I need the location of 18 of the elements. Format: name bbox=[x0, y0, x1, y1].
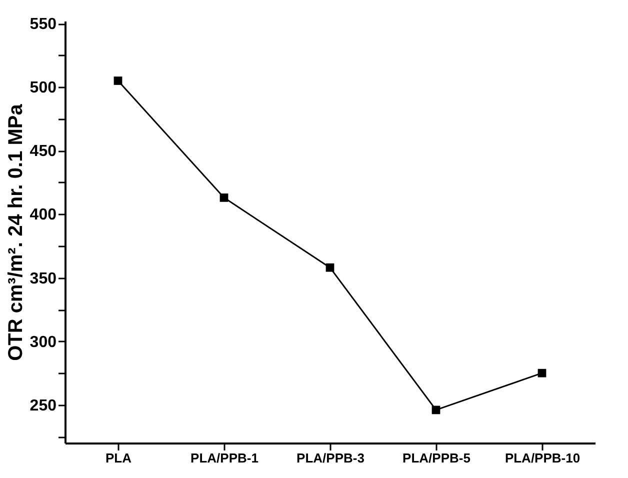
x-tick-label: PLA bbox=[106, 450, 132, 466]
x-tick-label: PLA/PPB-10 bbox=[504, 450, 580, 466]
y-axis-title: OTR cm³/m². 24 hr. 0.1 MPa bbox=[4, 103, 27, 361]
x-tick-label: PLA/PPB-1 bbox=[190, 450, 258, 466]
y-tick-label: 450 bbox=[30, 143, 57, 160]
x-tick-label: PLA/PPB-3 bbox=[296, 450, 364, 466]
x-tick-label: PLA/PPB-5 bbox=[402, 450, 470, 466]
point bbox=[538, 368, 546, 378]
y-tick-label: 400 bbox=[30, 206, 57, 224]
y-tick-label: 250 bbox=[30, 397, 57, 414]
point bbox=[220, 194, 228, 202]
y-tick-label: 500 bbox=[30, 80, 57, 97]
y-tick-label: 350 bbox=[30, 270, 57, 288]
point bbox=[326, 263, 334, 272]
point bbox=[432, 406, 440, 414]
point bbox=[114, 76, 122, 85]
y-tick-label: 300 bbox=[30, 334, 57, 351]
y-tick-label: 550 bbox=[30, 16, 57, 34]
